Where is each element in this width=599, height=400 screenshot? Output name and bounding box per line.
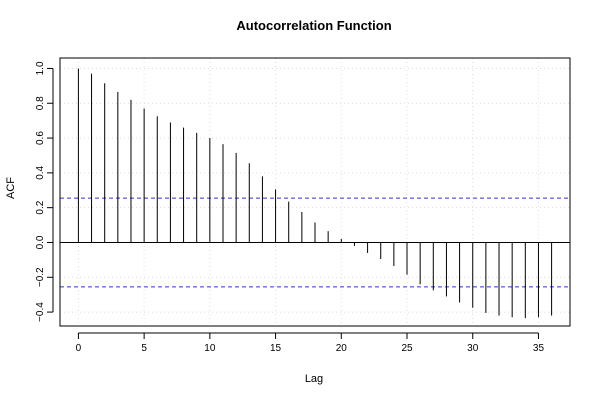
- grid-layer: [60, 58, 570, 326]
- axes: 0 5 10 15 20 25 30 35 −0.4 −0.2 0.0 0.2 0.4 0.6 0.8 1.0: [35, 61, 544, 354]
- y-tick-label: −0.4: [35, 302, 46, 322]
- y-axis-label: ACF: [5, 177, 17, 199]
- y-tick-label: 0.4: [35, 165, 46, 179]
- x-tick-label: 0: [76, 343, 82, 354]
- x-tick-label: 30: [467, 343, 479, 354]
- x-tick-label: 15: [270, 343, 282, 354]
- confidence-bounds: [60, 197, 570, 288]
- y-tick-label: 0.0: [35, 235, 46, 249]
- x-tick-label: 20: [336, 343, 348, 354]
- x-tick-label: 25: [401, 343, 413, 354]
- plot-frame: [59, 57, 571, 327]
- y-tick-label: 0.8: [35, 96, 46, 110]
- y-tick-label: −0.2: [35, 267, 46, 287]
- x-tick-label: 35: [533, 343, 545, 354]
- x-tick-label: 10: [204, 343, 216, 354]
- y-tick-label: 1.0: [35, 61, 46, 75]
- y-tick-label: 0.6: [35, 131, 46, 145]
- x-tick-label: 5: [141, 343, 147, 354]
- acf-bars: [77, 68, 553, 319]
- y-tick-label: 0.2: [35, 200, 46, 214]
- chart-title: Autocorrelation Function: [236, 18, 391, 33]
- x-axis-label: Lag: [305, 373, 323, 385]
